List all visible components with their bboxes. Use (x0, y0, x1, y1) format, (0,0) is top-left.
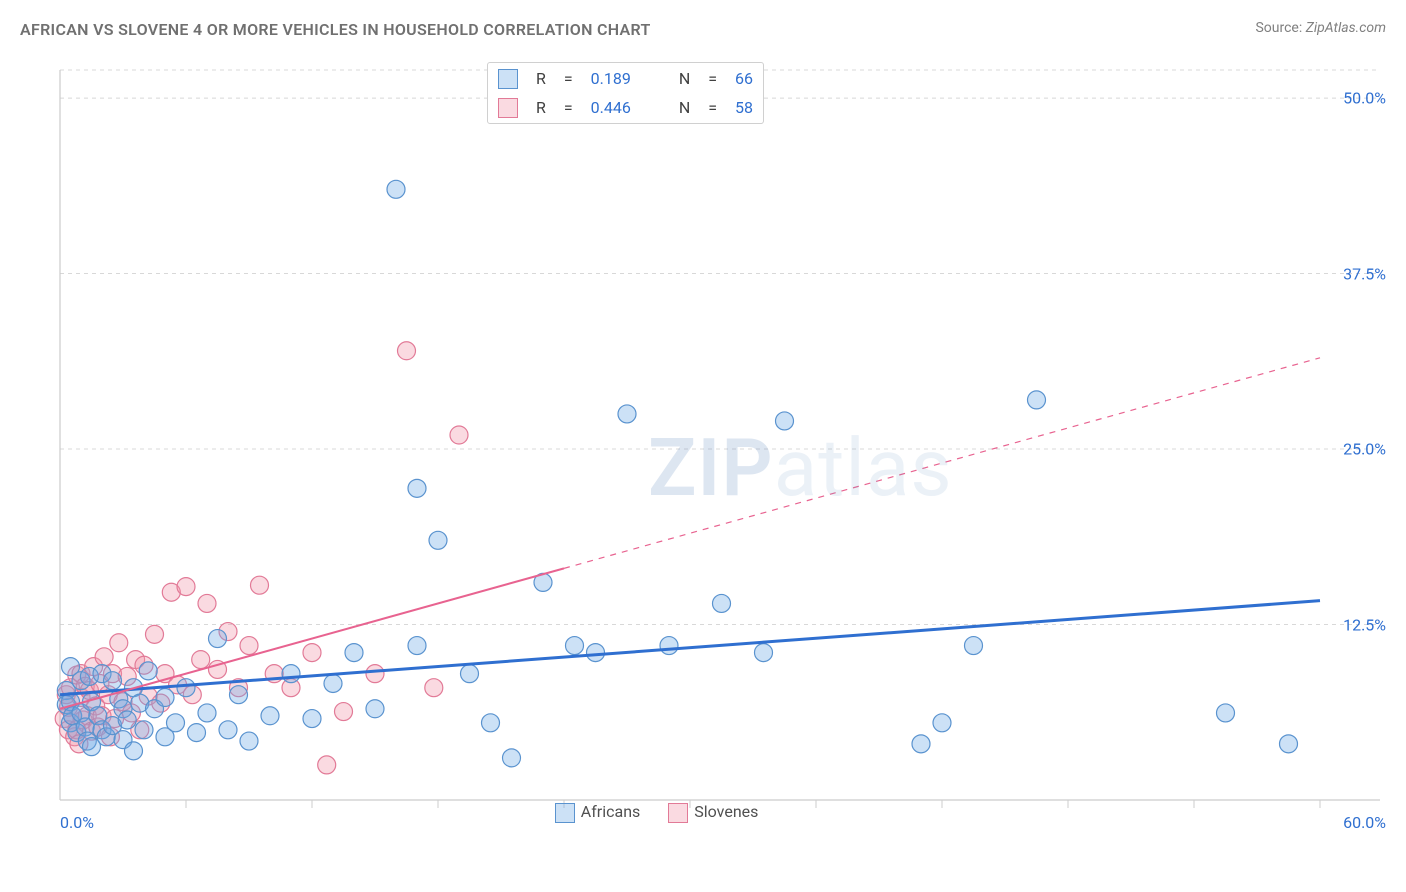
africans-point (345, 644, 363, 662)
y-tick-label: 50.0% (1343, 89, 1386, 108)
slovenes-point (110, 634, 128, 652)
stats-legend: R=0.189N=66R=0.446N=58 (487, 62, 764, 124)
source-prefix: Source: (1255, 20, 1305, 36)
africans-point (1028, 391, 1046, 409)
africans-point (188, 724, 206, 742)
africans-point (135, 721, 153, 739)
africans-point (209, 630, 227, 648)
africans-point (156, 689, 174, 707)
africans-point (965, 637, 983, 655)
slovenes-point (318, 756, 336, 774)
africans-point (566, 637, 584, 655)
africans-point (1217, 704, 1235, 722)
africans-point (282, 665, 300, 683)
series-legend: Africans Slovenes (555, 802, 759, 823)
chart-title: AFRICAN VS SLOVENE 4 OR MORE VEHICLES IN… (20, 20, 651, 39)
africans-point (587, 644, 605, 662)
source-attribution: Source: ZipAtlas.com (1255, 20, 1386, 36)
africans-point (408, 637, 426, 655)
y-tick-label: 25.0% (1343, 440, 1386, 459)
africans-point (713, 594, 731, 612)
africans-point (167, 714, 185, 732)
legend-swatch-africans (498, 69, 518, 89)
africans-point (125, 742, 143, 760)
legend-swatch-africans-icon (555, 803, 575, 823)
legend-swatch-slovenes (498, 98, 518, 118)
chart-area: ZIPatlas 12.5%25.0%37.5%50.0% 0.0%60.0% … (50, 60, 1390, 840)
n-value-slovenes: 58 (727, 94, 761, 121)
africans-point (755, 644, 773, 662)
legend-item-africans: Africans (555, 802, 640, 823)
slovenes-point (335, 703, 353, 721)
stats-legend-row-africans: R=0.189N=66 (490, 65, 761, 92)
africans-point (776, 412, 794, 430)
africans-point (118, 711, 136, 729)
africans-point (139, 662, 157, 680)
africans-point (303, 710, 321, 728)
africans-point (912, 735, 930, 753)
africans-point (482, 714, 500, 732)
africans-point (104, 672, 122, 690)
legend-label-africans: Africans (581, 802, 640, 821)
n-label: N (671, 94, 698, 121)
n-value-africans: 66 (727, 65, 761, 92)
africans-point (461, 665, 479, 683)
slovenes-point (240, 637, 258, 655)
africans-point (429, 531, 447, 549)
source-name: ZipAtlas.com (1306, 20, 1386, 36)
n-label: N (671, 65, 698, 92)
slovenes-point (251, 576, 269, 594)
africans-point (408, 479, 426, 497)
legend-label-slovenes: Slovenes (694, 802, 758, 821)
legend-item-slovenes: Slovenes (668, 802, 758, 823)
africans-point (387, 180, 405, 198)
africans-point (933, 714, 951, 732)
africans-point (219, 721, 237, 739)
slovenes-point (95, 648, 113, 666)
africans-point (177, 679, 195, 697)
slovenes-point (146, 625, 164, 643)
y-tick-label: 12.5% (1343, 615, 1386, 634)
africans-point (198, 704, 216, 722)
r-value-slovenes: 0.446 (583, 94, 639, 121)
y-tick-label: 37.5% (1343, 264, 1386, 283)
africans-point (240, 732, 258, 750)
r-label: R (528, 94, 554, 121)
r-label: R (528, 65, 554, 92)
slovenes-point (366, 665, 384, 683)
x-tick-label: 60.0% (1343, 813, 1386, 832)
africans-point (660, 637, 678, 655)
africans-point (324, 674, 342, 692)
africans-point (618, 405, 636, 423)
stats-legend-row-slovenes: R=0.446N=58 (490, 94, 761, 121)
slovenes-point (450, 426, 468, 444)
slovenes-point (177, 578, 195, 596)
slovenes-point (192, 651, 210, 669)
slovenes-point (198, 594, 216, 612)
r-value-africans: 0.189 (583, 65, 639, 92)
africans-point (503, 749, 521, 767)
africans-point (261, 707, 279, 725)
slovenes-point (425, 679, 443, 697)
africans-point (366, 700, 384, 718)
scatter-chart-svg (50, 60, 1390, 840)
africans-point (230, 686, 248, 704)
legend-swatch-slovenes-icon (668, 803, 688, 823)
africans-point (1280, 735, 1298, 753)
slovenes-point (398, 342, 416, 360)
x-tick-label: 0.0% (60, 813, 94, 832)
slovenes-point (303, 644, 321, 662)
